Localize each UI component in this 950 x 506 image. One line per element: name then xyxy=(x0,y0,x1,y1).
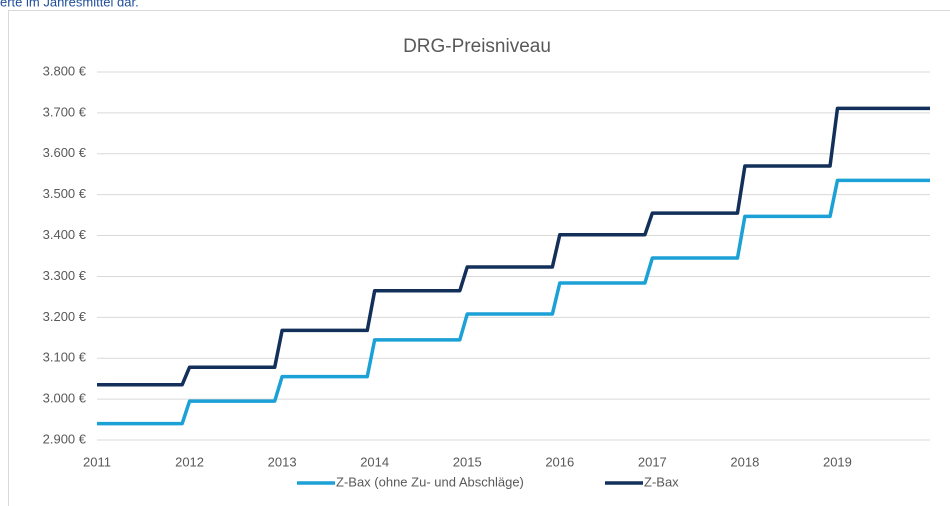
x-tick-label: 2012 xyxy=(175,454,204,469)
caption: erte im Jahresmittel dar. xyxy=(0,0,139,9)
x-tick-label: 2018 xyxy=(730,454,759,469)
x-tick-label: 2015 xyxy=(453,454,482,469)
y-tick-label: 3.600 € xyxy=(43,145,87,160)
y-tick-label: 3.400 € xyxy=(43,227,87,242)
y-tick-label: 3.800 € xyxy=(43,63,87,78)
x-tick-label: 2017 xyxy=(638,454,667,469)
y-tick-label: 3.700 € xyxy=(43,104,87,119)
y-tick-label: 3.200 € xyxy=(43,309,87,324)
series-line xyxy=(97,106,930,387)
series-line xyxy=(97,178,930,426)
legend-label: Z-Bax (ohne Zu- und Abschläge) xyxy=(336,474,524,489)
y-tick-label: 3.100 € xyxy=(43,350,87,365)
legend-label: Z-Bax xyxy=(644,474,679,489)
y-tick-label: 3.000 € xyxy=(43,391,87,406)
x-tick-label: 2011 xyxy=(83,454,111,469)
x-tick-label: 2014 xyxy=(360,454,389,469)
chart-frame xyxy=(8,10,950,506)
x-tick-label: 2013 xyxy=(268,454,297,469)
x-tick-label: 2016 xyxy=(545,454,574,469)
chart-title: DRG-Preisniveau xyxy=(403,36,551,57)
y-tick-label: 2.900 € xyxy=(43,431,87,446)
y-tick-label: 3.500 € xyxy=(43,186,87,201)
y-tick-label: 3.300 € xyxy=(43,268,87,283)
x-tick-label: 2019 xyxy=(823,454,852,469)
